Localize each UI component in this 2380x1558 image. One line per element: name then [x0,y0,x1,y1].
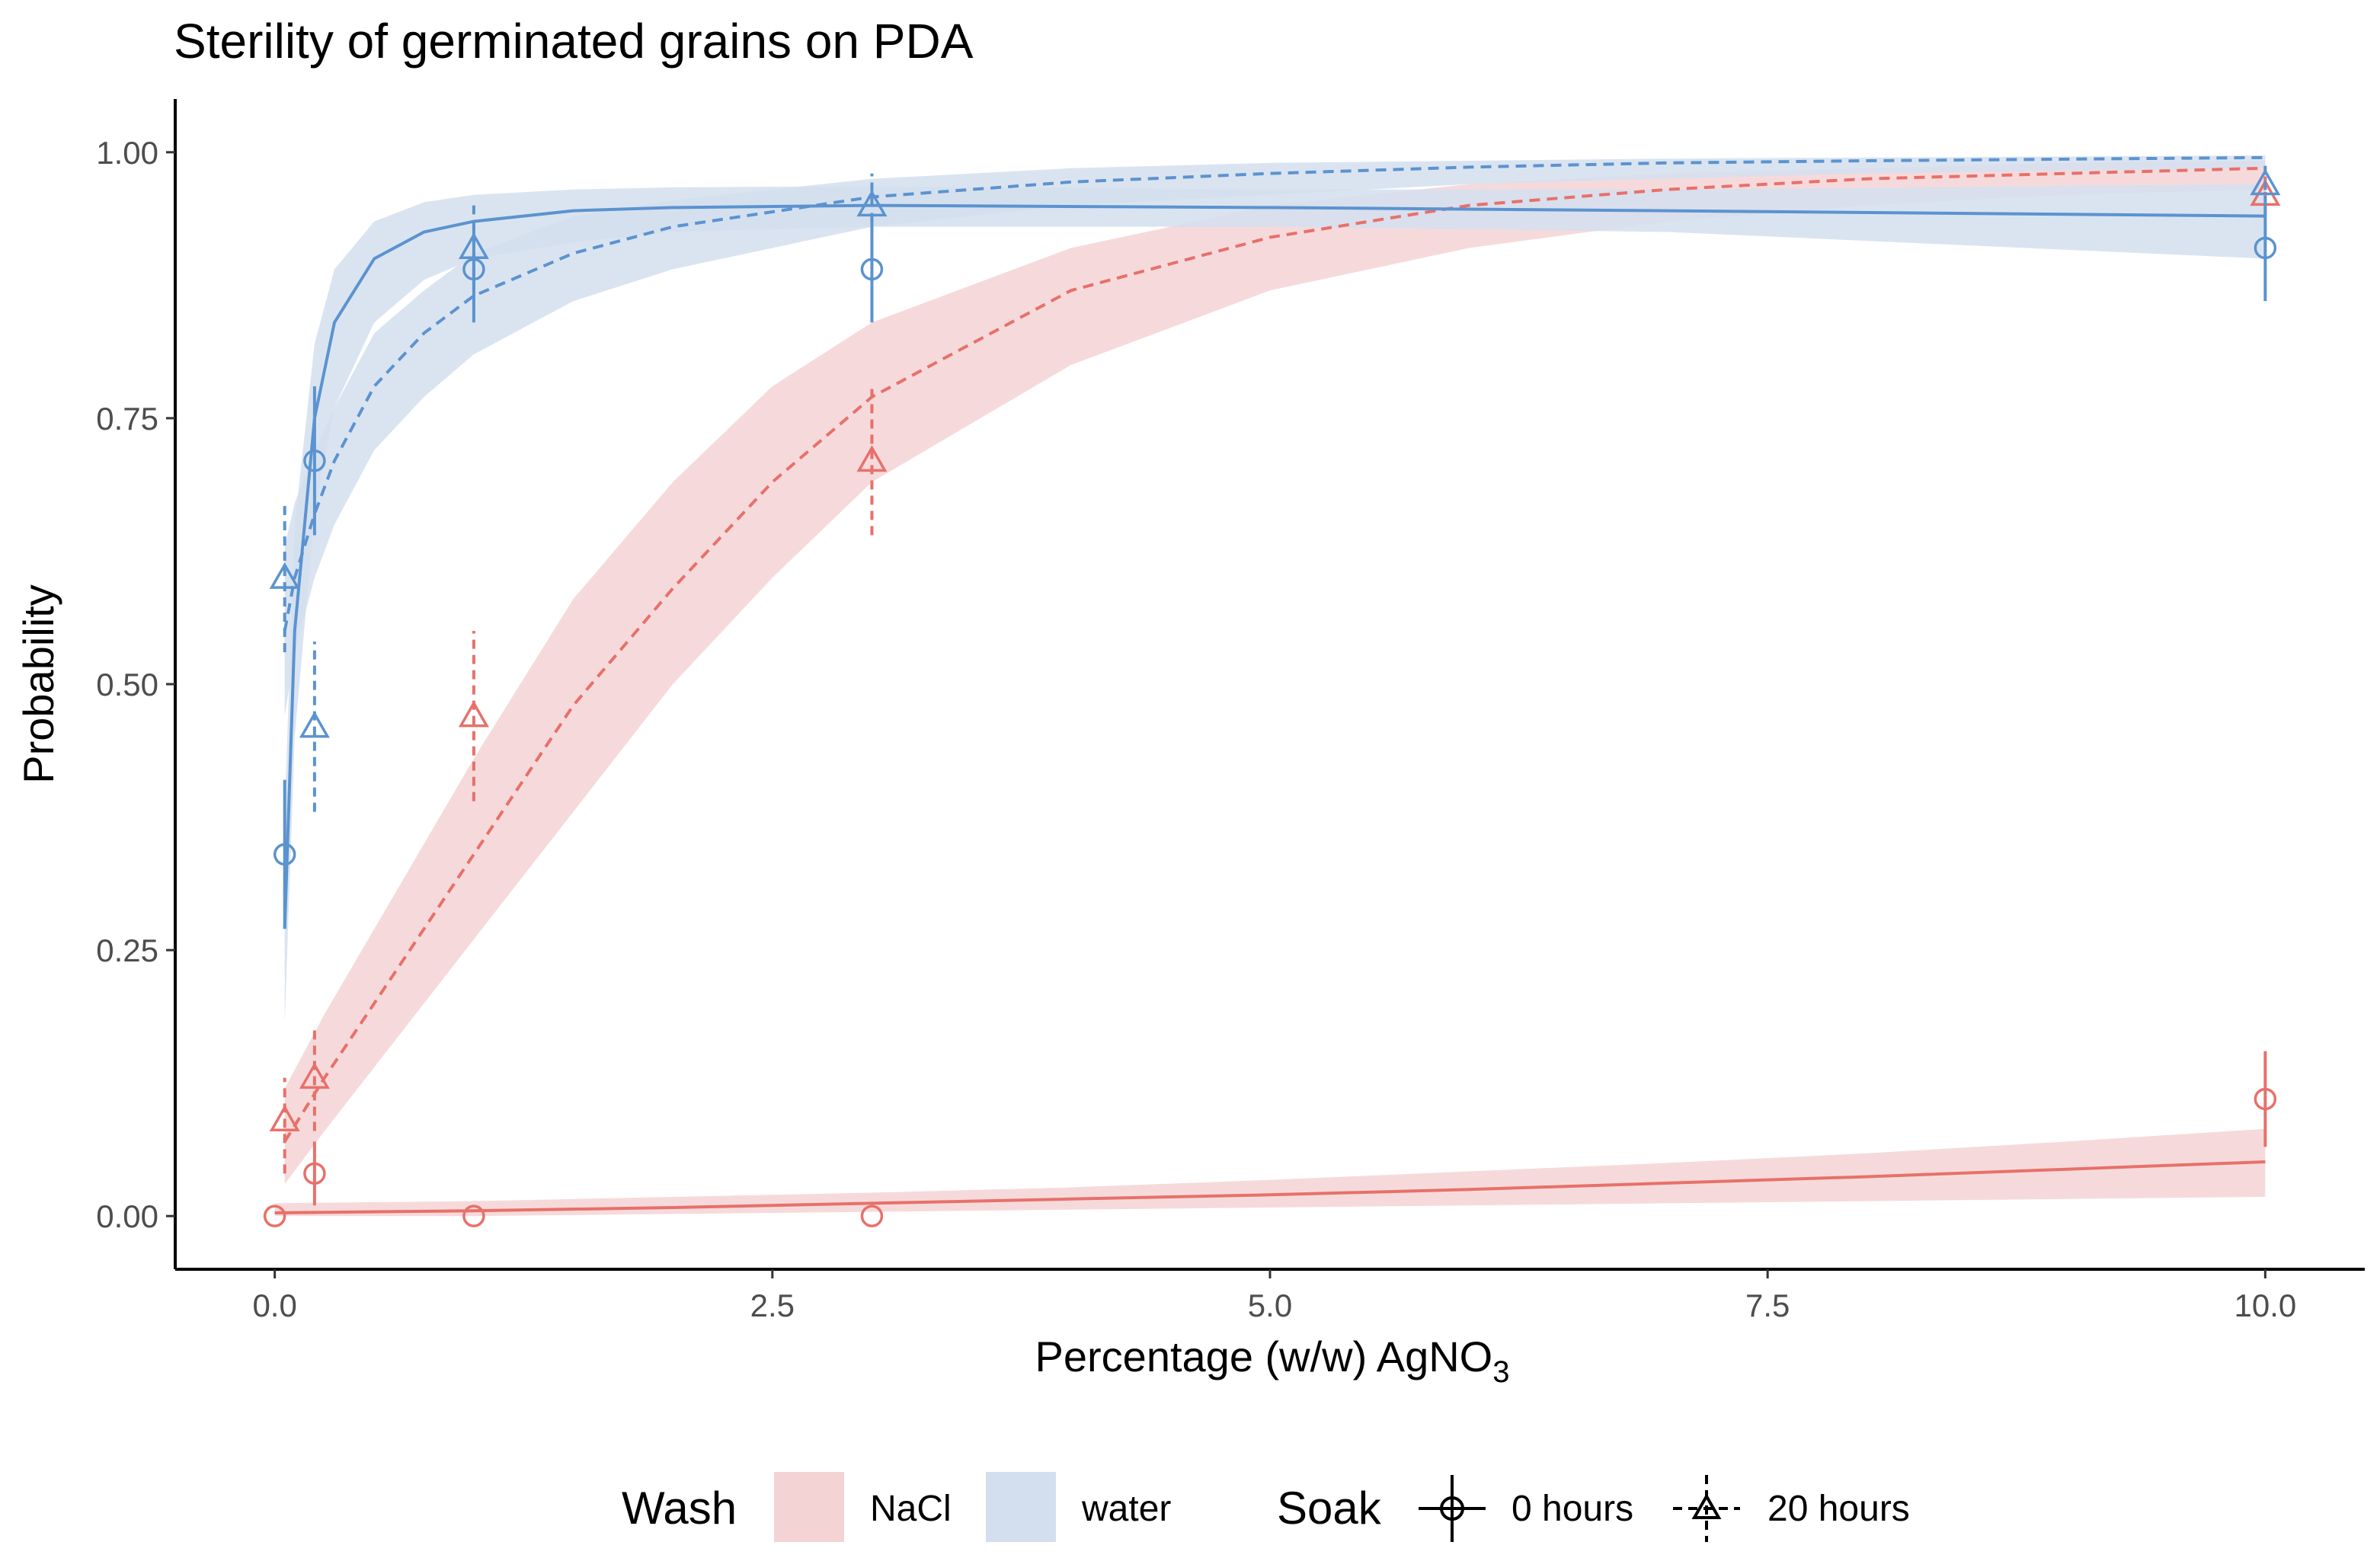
fit-line-water-20hours [283,155,2266,632]
point-water-0hours-13 [860,258,884,281]
y-tick-label: 0.25 [96,933,158,968]
legend-nacl-swatch [774,1472,844,1542]
point-water-20hours-15 [269,561,300,589]
x-tick-label: 0.0 [252,1288,296,1323]
point-nacl-0hours-3 [860,1204,884,1227]
axes: 0.00 0.25 0.50 0.75 1.00 0.0 2.5 5.0 7.5 10.0 [96,99,2365,1323]
legend-nacl-label: NaCl [870,1489,952,1529]
x-tick-label: 5.0 [1248,1288,1292,1323]
x-tick-label: 10.0 [2234,1288,2296,1323]
ribbon-nacl-20hours [284,161,2266,1185]
fit-line-water-0hours [283,203,2266,929]
x-tick-label: 2.5 [750,1288,795,1323]
y-tick-label: 1.00 [96,135,158,171]
legend-20h-key [1673,1475,1740,1542]
plot-area [263,155,2281,1227]
legend-water-swatch [986,1472,1056,1542]
y-tick-label: 0.75 [96,401,158,437]
point-water-20hours-19 [2250,168,2281,196]
legend-0h-label: 0 hours [1511,1489,1633,1529]
point-nacl-0hours-0 [263,1204,286,1227]
legend-water-label: water [1081,1489,1171,1529]
y-tick-label: 0.50 [96,667,158,702]
point-water-20hours-17 [458,232,489,259]
point-nacl-20hours-6 [299,1062,330,1089]
x-axis-label: Percentage (w/w) AgNO3 [1035,1332,1510,1389]
point-nacl-20hours-7 [458,700,489,728]
legend-20h-label: 20 hours [1767,1489,1910,1529]
chart-title: Sterility of germinated grains on PDA [174,14,974,69]
point-nacl-20hours-5 [269,1104,300,1132]
point-water-0hours-10 [273,843,296,866]
point-water-20hours-16 [299,711,330,738]
point-nacl-20hours-8 [856,445,888,472]
ribbon-nacl-0hours [274,1128,2266,1217]
legend-wash-title: Wash [622,1483,737,1534]
point-nacl-0hours-4 [2254,1087,2277,1111]
point-water-0hours-11 [303,449,326,472]
legend-soak-title: Soak [1277,1483,1382,1534]
fit-line-nacl-0hours [274,1160,2266,1214]
point-nacl-0hours-2 [462,1204,485,1227]
point-water-20hours-18 [856,190,888,217]
y-tick-label: 0.00 [96,1198,158,1234]
legend: Wash NaCl water Soak 0 hours 20 hours [622,1472,1910,1542]
legend-0h-key [1419,1475,1486,1542]
x-tick-label: 7.5 [1745,1288,1790,1323]
point-nacl-0hours-1 [303,1162,326,1185]
point-water-0hours-14 [2254,236,2277,260]
y-axis-label: Probability [14,584,62,783]
